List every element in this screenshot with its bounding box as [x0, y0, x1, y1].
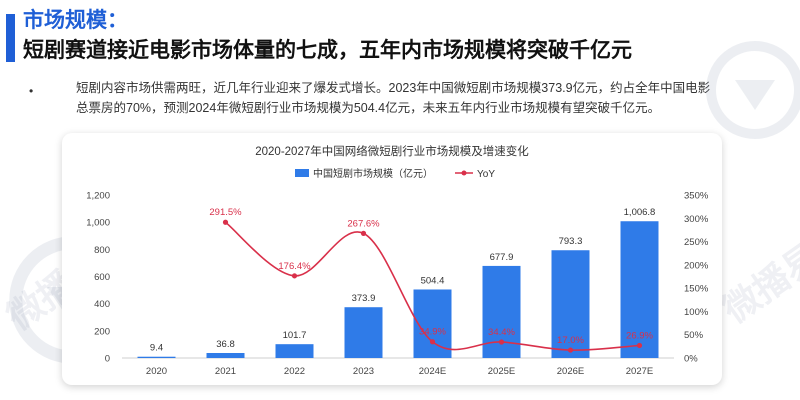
- yoy-point: [429, 339, 436, 345]
- yoy-point: [360, 230, 367, 236]
- bar: [620, 221, 659, 358]
- yoy-point: [291, 273, 298, 279]
- page-subtitle: 短剧赛道接近电影市场体量的七成，五年内市场规模将突破千亿元: [23, 39, 632, 62]
- yoy-point: [567, 347, 574, 353]
- x-tick-label: 2027E: [626, 366, 653, 377]
- bar-value-label: 677.9: [490, 252, 514, 263]
- yoy-point: [222, 219, 229, 225]
- legend-line-label: YoY: [477, 169, 495, 180]
- yoy-value-label: 17.0%: [557, 335, 584, 346]
- y-right-tick-label: 100%: [684, 307, 709, 318]
- x-tick-label: 2022: [284, 366, 305, 377]
- chart-title: 2020-2027年中国网络微短剧行业市场规模及增速变化: [255, 144, 529, 158]
- watermark-text: 微播易: [715, 235, 800, 331]
- x-tick-label: 2025E: [488, 366, 515, 377]
- bullet-marker: •: [29, 84, 34, 98]
- bar: [137, 356, 176, 358]
- y-left-tick-label: 200: [94, 326, 110, 337]
- bar-value-label: 9.4: [150, 343, 163, 354]
- x-tick-label: 2023: [353, 366, 374, 377]
- bar: [344, 307, 383, 358]
- bar-value-label: 793.3: [559, 236, 583, 247]
- yoy-point: [498, 339, 505, 345]
- yoy-value-label: 26.9%: [626, 330, 653, 341]
- y-left-tick-label: 400: [94, 299, 110, 310]
- heading-accent-bar: [6, 14, 15, 62]
- x-tick-label: 2024E: [419, 366, 446, 377]
- y-right-tick-label: 200%: [684, 260, 709, 271]
- legend-bar-swatch: [295, 169, 309, 177]
- y-right-tick-label: 150%: [684, 284, 709, 295]
- chart-card: 2020-2027年中国网络微短剧行业市场规模及增速变化中国短剧市场规模（亿元）…: [62, 133, 722, 385]
- yoy-point: [636, 342, 643, 349]
- bar: [206, 353, 245, 358]
- bar: [551, 250, 590, 358]
- yoy-value-label: 34.9%: [419, 327, 446, 338]
- yoy-value-label: 267.6%: [347, 218, 380, 229]
- y-right-tick-label: 350%: [684, 191, 709, 202]
- bar-value-label: 101.7: [283, 330, 307, 341]
- watermark-logo-icon: [706, 41, 800, 139]
- bar-value-label: 1,006.8: [624, 207, 656, 218]
- y-left-tick-label: 800: [94, 245, 110, 256]
- legend-line-marker: [461, 170, 467, 176]
- chart-svg: 2020-2027年中国网络微短剧行业市场规模及增速变化中国短剧市场规模（亿元）…: [86, 144, 709, 377]
- legend-bar-label: 中国短剧市场规模（亿元）: [313, 167, 433, 180]
- page-title: 市场规模：: [23, 9, 128, 32]
- y-right-tick-label: 50%: [684, 330, 704, 341]
- bar-value-label: 504.4: [421, 275, 445, 286]
- y-right-tick-label: 250%: [684, 237, 709, 248]
- y-left-tick-label: 1,200: [86, 191, 110, 202]
- bar: [275, 344, 314, 358]
- x-tick-label: 2021: [215, 366, 236, 377]
- yoy-value-label: 34.4%: [488, 327, 515, 338]
- y-right-tick-label: 300%: [684, 214, 709, 225]
- summary-paragraph: 短剧内容市场供需两旺，近几年行业迎来了爆发式增长。2023年中国微短剧市场规模3…: [76, 81, 711, 115]
- x-tick-label: 2020: [146, 366, 167, 377]
- bar-value-label: 373.9: [352, 293, 376, 304]
- y-right-tick-label: 0%: [684, 354, 698, 365]
- y-left-tick-label: 600: [94, 272, 110, 283]
- bar-value-label: 36.8: [216, 339, 235, 350]
- y-left-tick-label: 0: [105, 354, 110, 365]
- yoy-value-label: 291.5%: [209, 207, 242, 218]
- bar: [413, 289, 452, 358]
- x-tick-label: 2026E: [557, 366, 584, 377]
- y-left-tick-label: 1,000: [86, 218, 110, 229]
- yoy-value-label: 176.4%: [278, 261, 311, 272]
